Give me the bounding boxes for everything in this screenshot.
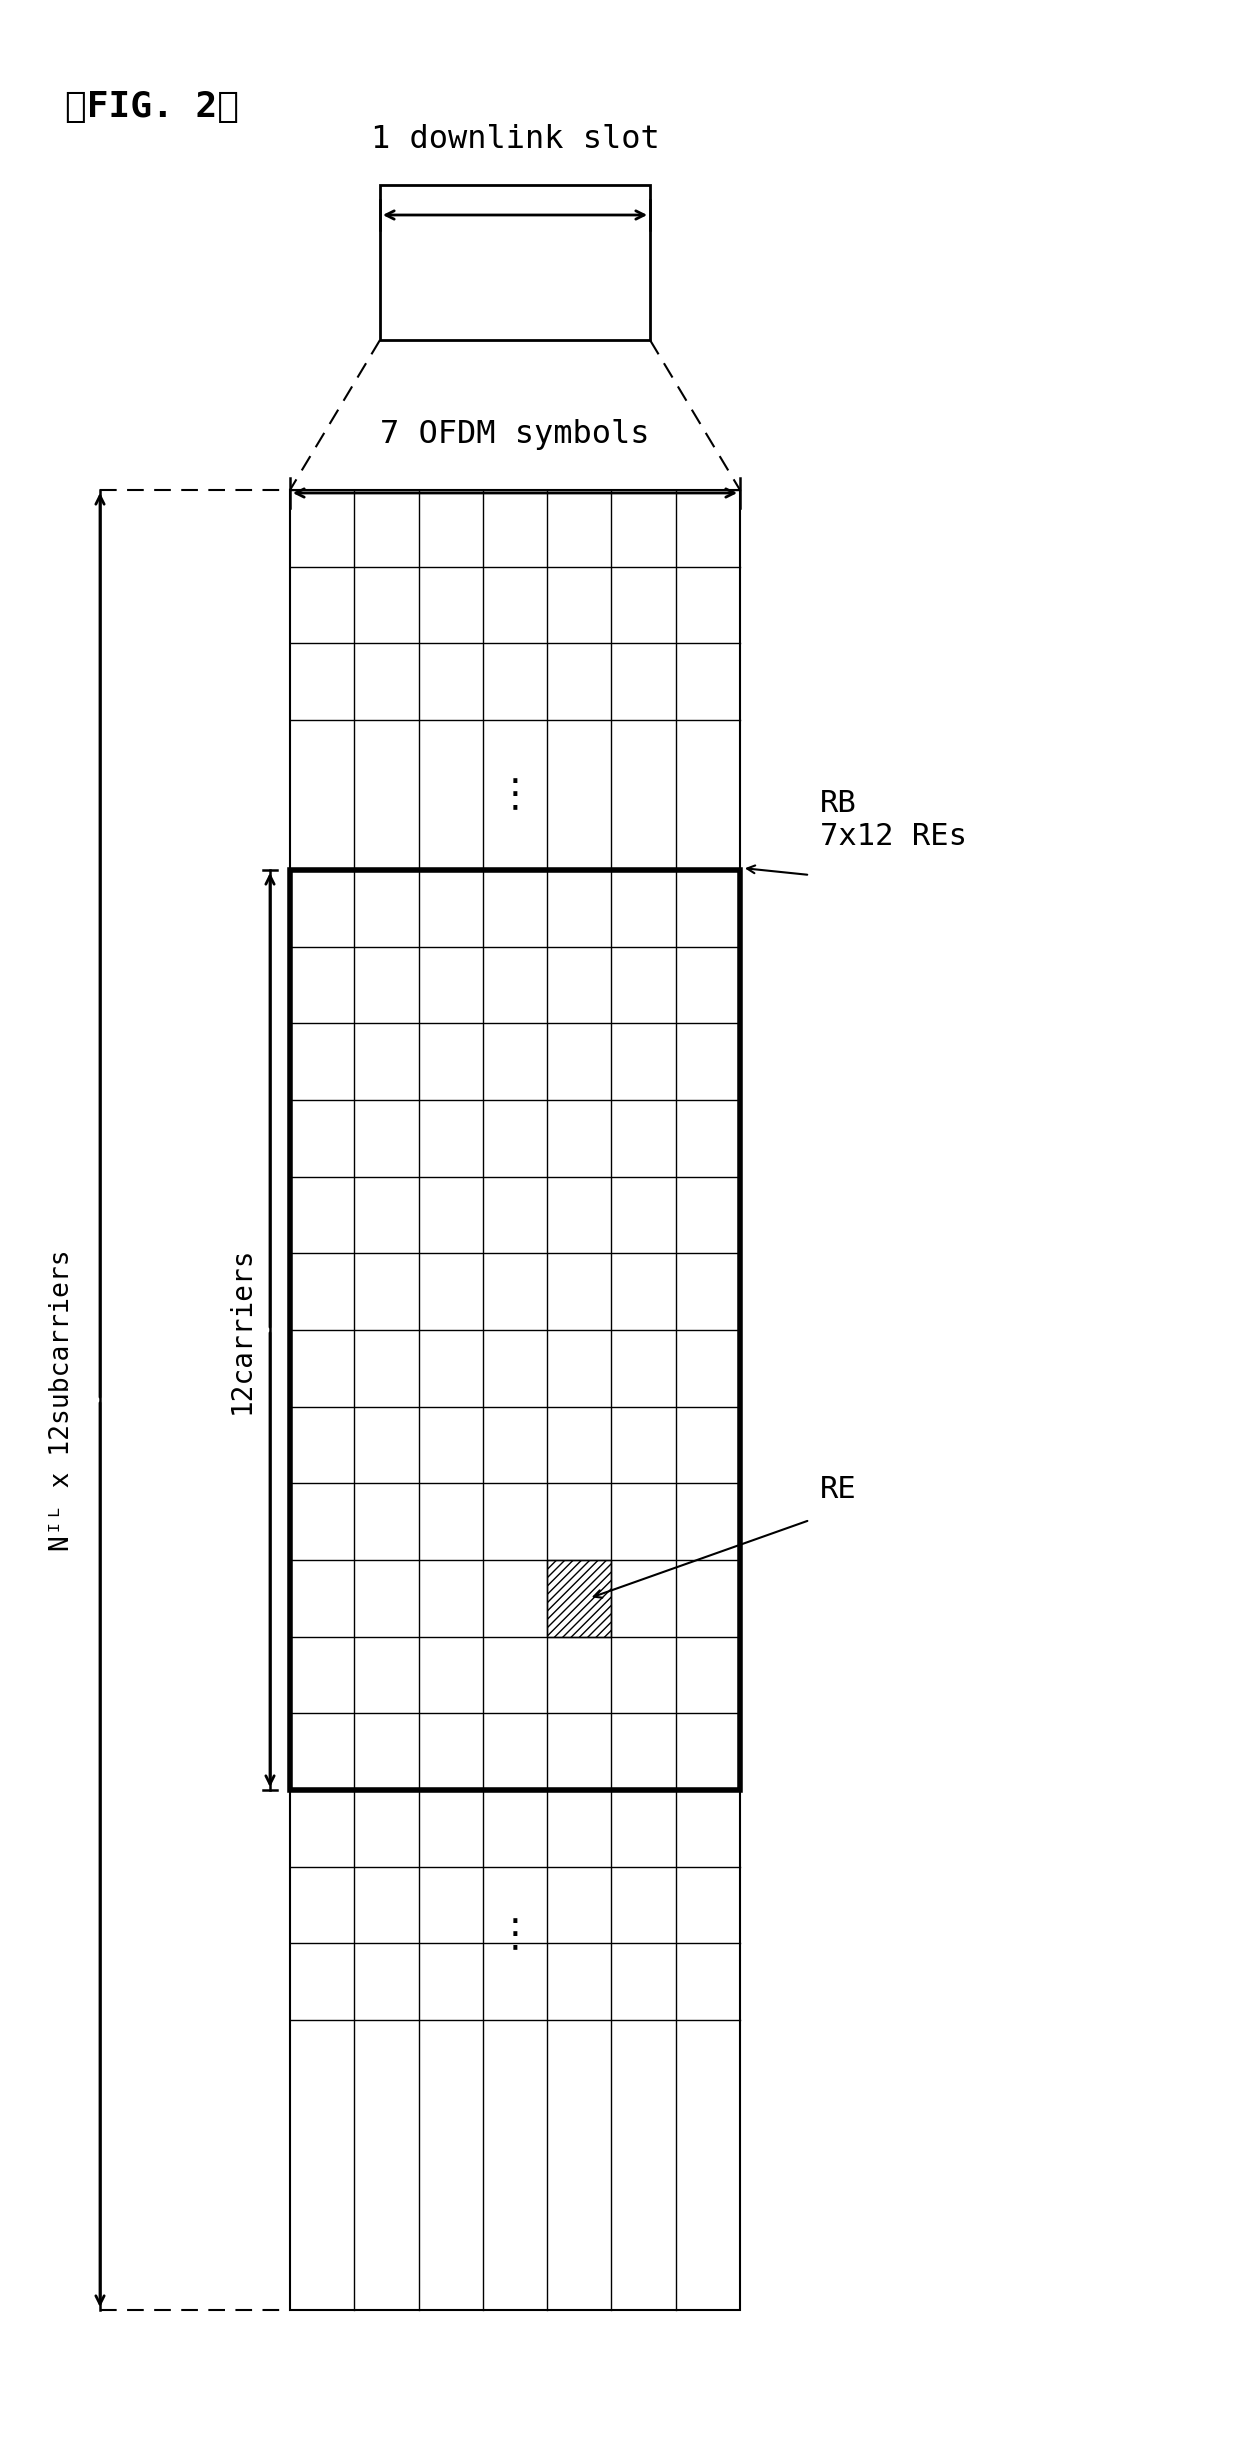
Bar xyxy=(290,870,740,1791)
Bar xyxy=(379,184,650,339)
Text: Nᴵᴸ x 12subcarriers: Nᴵᴸ x 12subcarriers xyxy=(50,1248,74,1550)
Text: RE: RE xyxy=(820,1477,857,1504)
Text: ⋮: ⋮ xyxy=(496,1916,534,1953)
Text: 7 OFDM symbols: 7 OFDM symbols xyxy=(381,420,650,450)
Bar xyxy=(290,489,740,2310)
Text: ⋮: ⋮ xyxy=(496,776,534,813)
Text: 12carriers: 12carriers xyxy=(228,1246,255,1413)
Text: 1 downlink slot: 1 downlink slot xyxy=(371,125,660,155)
Text: 』FIG. 2』: 』FIG. 2』 xyxy=(64,91,239,123)
Bar xyxy=(547,1560,611,1636)
Text: RB
7x12 REs: RB 7x12 REs xyxy=(820,789,967,850)
